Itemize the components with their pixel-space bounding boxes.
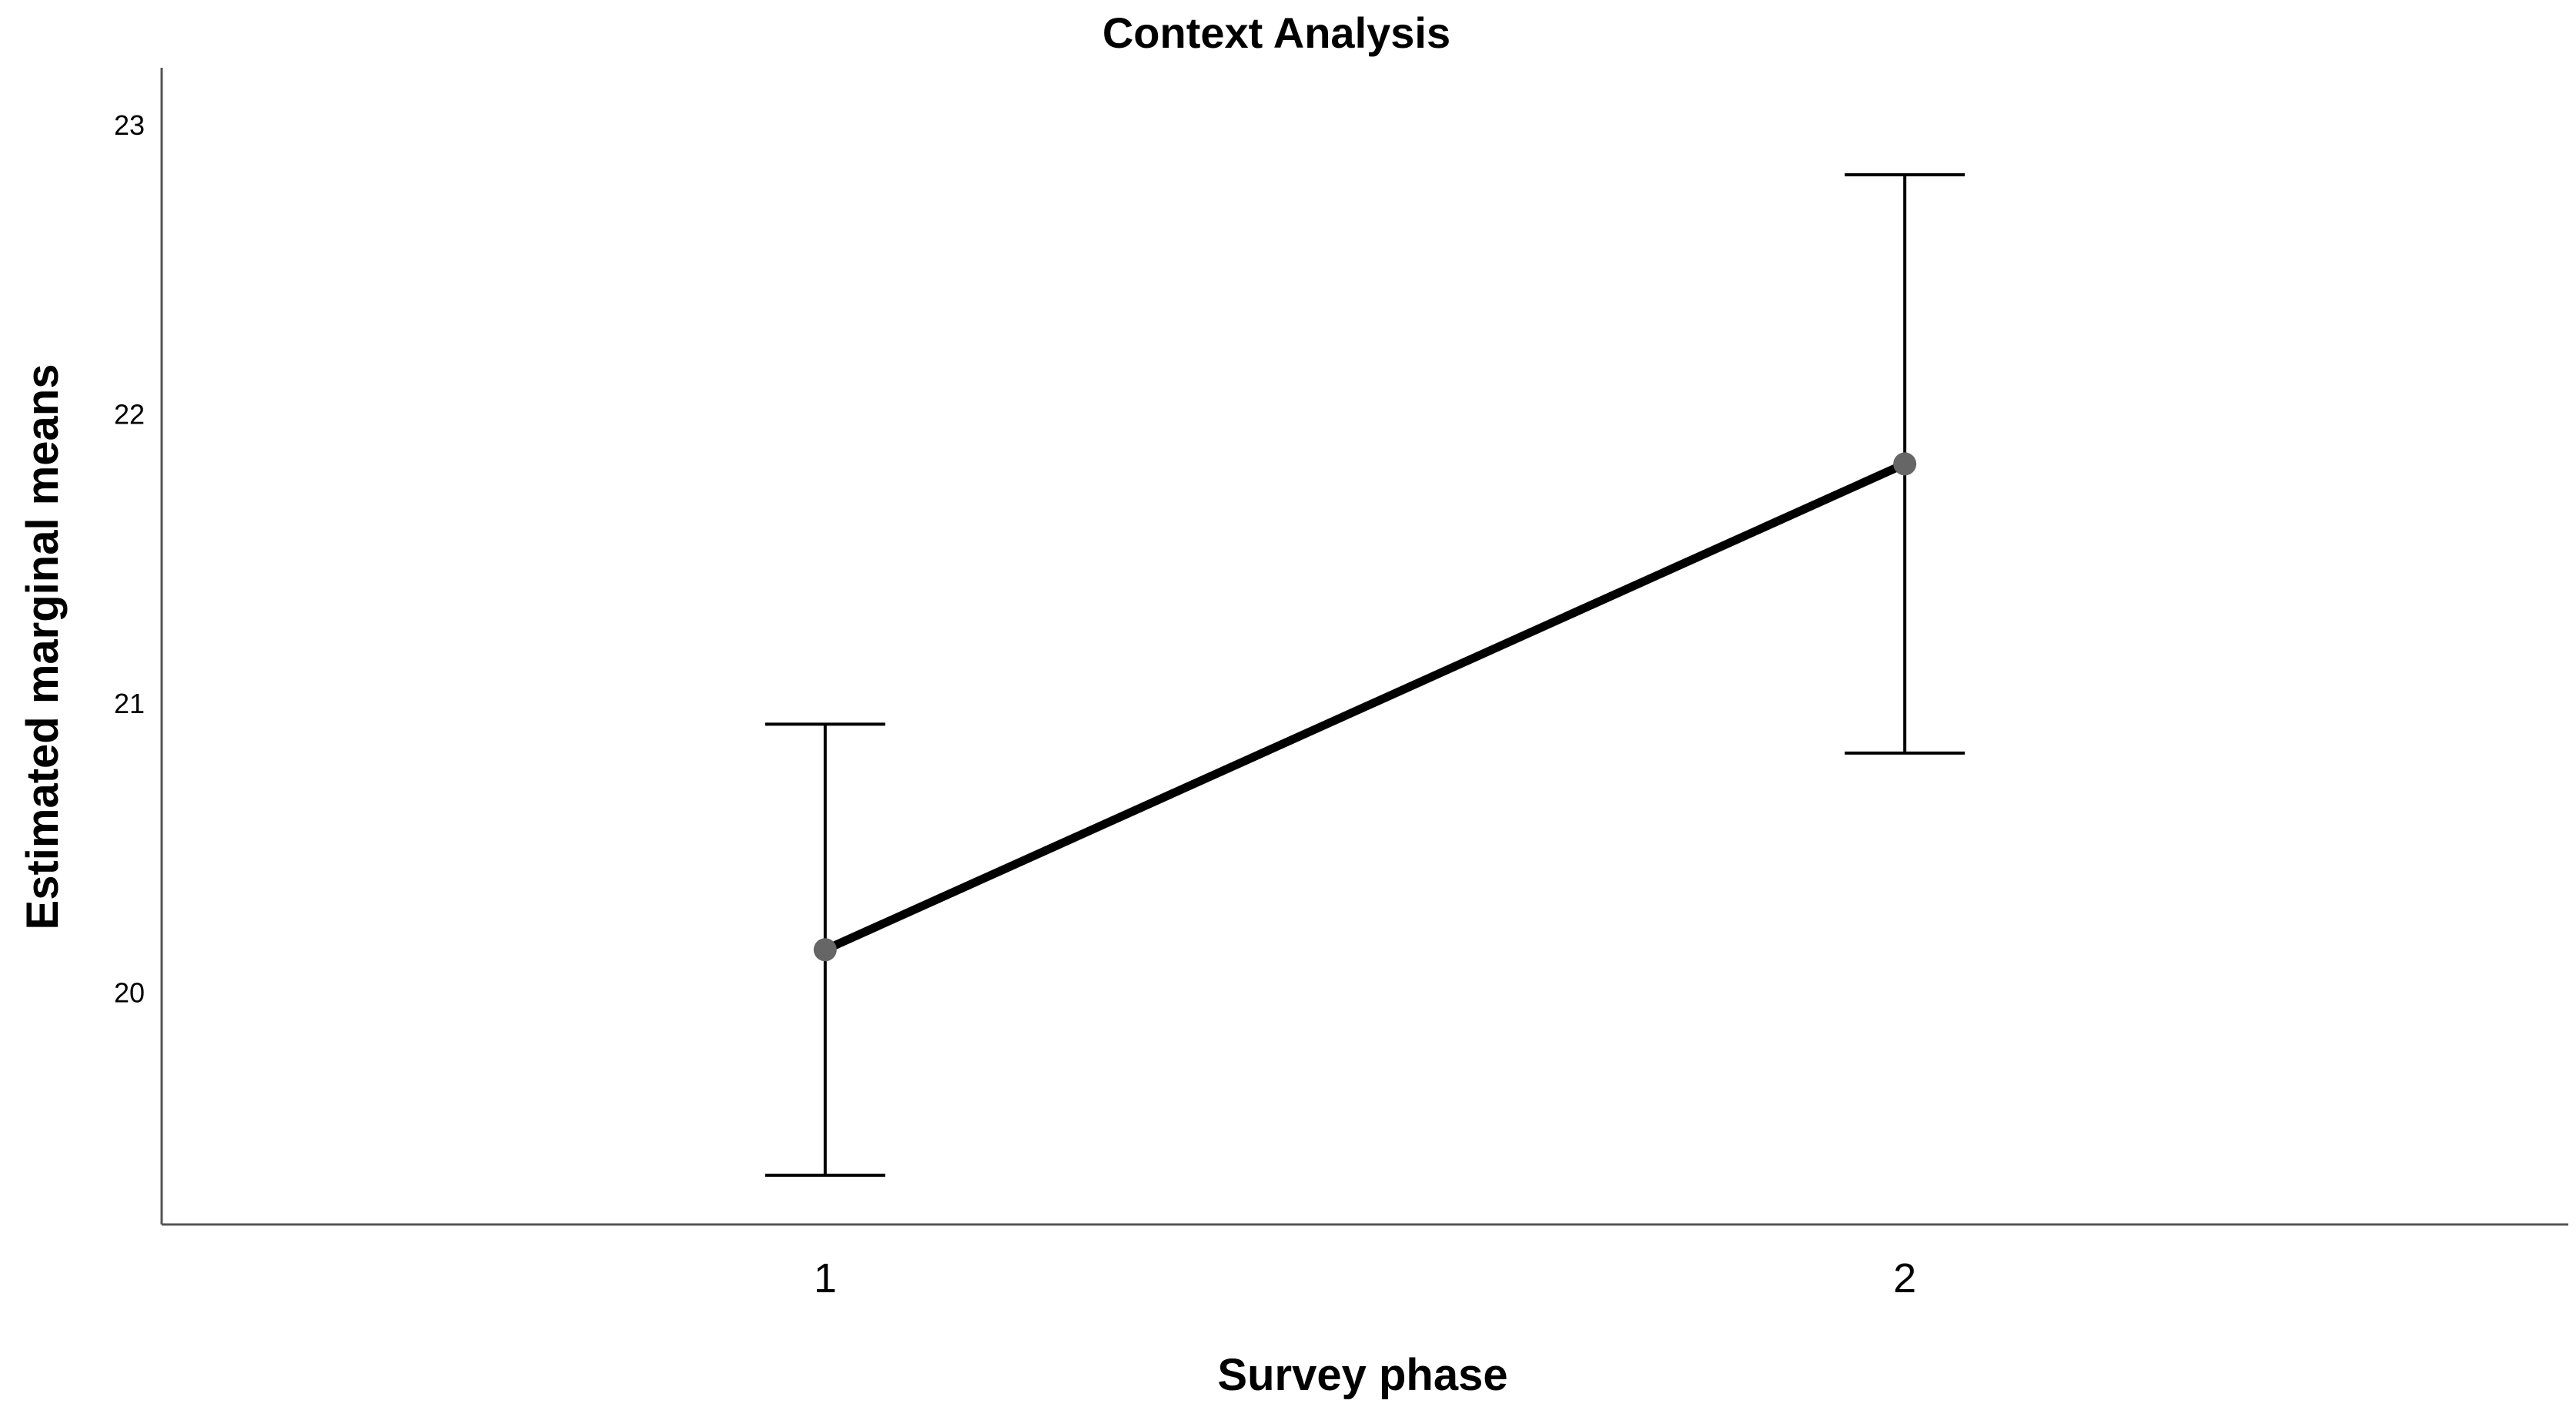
y-axis-title: Estimated marginal means — [18, 364, 68, 930]
x-tick-label: 1 — [814, 1255, 837, 1301]
data-point — [813, 938, 837, 962]
chart-title: Context Analysis — [1102, 8, 1450, 57]
y-tick-label: 21 — [114, 688, 145, 719]
y-tick-label: 22 — [114, 399, 145, 430]
series-line — [821, 459, 1909, 954]
y-tick-label: 23 — [114, 109, 145, 141]
error-bars — [764, 173, 1965, 1177]
series-lines — [821, 459, 1909, 954]
x-axis-title: Survey phase — [1217, 1350, 1507, 1400]
data-point — [1893, 452, 1917, 476]
data-points — [813, 452, 1917, 962]
y-tick-label: 20 — [114, 977, 145, 1009]
y-ticks: 20 21 22 23 — [114, 109, 145, 1009]
x-tick-label: 2 — [1893, 1255, 1916, 1301]
